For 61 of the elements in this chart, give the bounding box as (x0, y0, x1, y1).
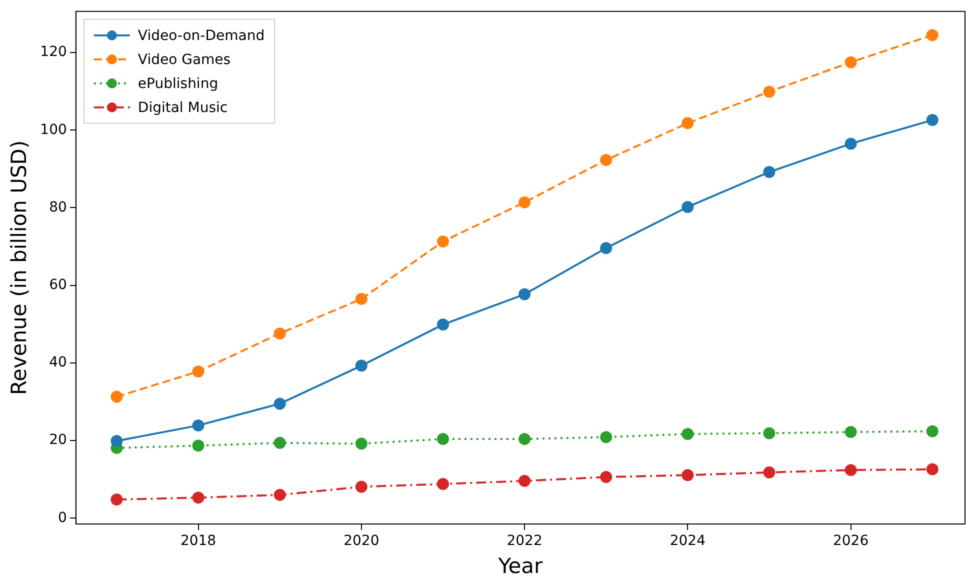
y-axis-title: Revenue (in billion USD) (7, 140, 32, 396)
x-axis-title: Year (497, 554, 544, 578)
point (600, 242, 612, 254)
point (518, 288, 531, 300)
point (436, 433, 449, 446)
y-tick-label: 40 (49, 354, 67, 371)
point (192, 419, 204, 432)
point (926, 114, 938, 126)
point (682, 117, 694, 130)
point (518, 474, 531, 487)
point (192, 492, 204, 504)
point (274, 488, 286, 501)
point (436, 318, 449, 331)
point (436, 236, 449, 248)
point (682, 200, 694, 213)
x-tick-label: 2022 (506, 533, 542, 550)
point (355, 480, 368, 493)
point (763, 166, 776, 178)
point (844, 138, 857, 150)
x-tick-label: 2024 (670, 533, 706, 550)
point (110, 494, 123, 506)
point (844, 464, 857, 476)
point (436, 478, 449, 490)
point (274, 398, 286, 410)
y-tick-label: 60 (49, 276, 67, 293)
point (355, 360, 368, 372)
point (926, 29, 938, 42)
point (763, 466, 776, 478)
y-tick-label: 100 (40, 122, 67, 138)
point (600, 431, 612, 444)
point (110, 390, 123, 403)
legend-label: ePublishing (138, 76, 218, 92)
point (763, 427, 776, 440)
point (682, 428, 694, 440)
point (600, 471, 612, 484)
point (518, 433, 531, 446)
point (926, 425, 938, 438)
point (763, 86, 776, 98)
x-tick-label: 2026 (832, 533, 869, 550)
x-tick-label: 2018 (180, 533, 216, 550)
legend-label: Digital Music (138, 100, 228, 116)
point (274, 436, 286, 449)
y-tick-label: 20 (49, 432, 67, 448)
legend-label: Video Games (138, 52, 231, 68)
y-tick-label: 0 (58, 510, 67, 526)
point (844, 426, 857, 438)
point (355, 292, 368, 305)
point (926, 463, 938, 476)
legend-label: Video-on-Demand (138, 28, 265, 44)
point (518, 196, 531, 208)
y-tick-label: 120 (40, 44, 67, 60)
point (844, 56, 857, 68)
point (192, 366, 204, 378)
y-tick-label: 80 (49, 199, 67, 216)
x-tick-label: 2020 (344, 533, 380, 550)
point (274, 327, 286, 340)
point (682, 469, 694, 482)
point (110, 434, 123, 447)
point (192, 440, 204, 452)
point (355, 438, 368, 450)
point (600, 154, 612, 166)
